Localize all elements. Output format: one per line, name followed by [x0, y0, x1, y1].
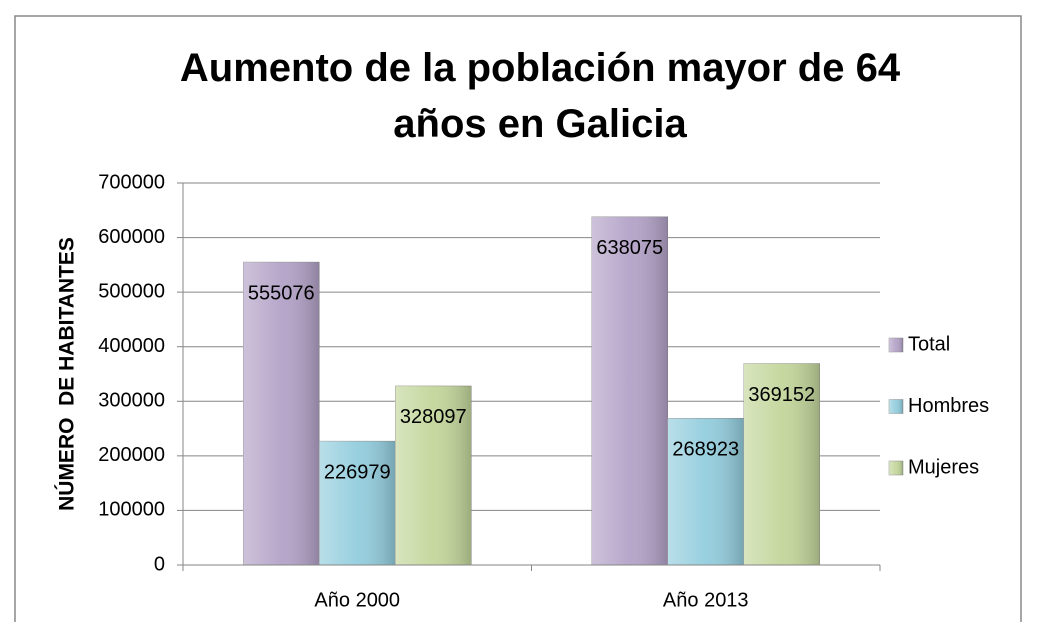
- y-tick-label: 400000: [98, 335, 165, 357]
- y-tick-label: 600000: [98, 226, 165, 248]
- y-tick-label: 500000: [98, 280, 165, 302]
- y-tick-label: 0: [154, 553, 165, 575]
- bar-shade: [743, 363, 820, 565]
- legend-label: Total: [908, 333, 950, 355]
- chart-title: Aumento de la población mayor de 64 años…: [179, 46, 901, 146]
- bar-shade: [395, 385, 472, 565]
- data-label: 369152: [748, 384, 815, 406]
- legend-marker-shade: [889, 399, 903, 414]
- bar-shade: [591, 216, 668, 566]
- bar-shade: [243, 262, 320, 565]
- legend-label: Hombres: [908, 395, 989, 417]
- bar-shade: [319, 441, 396, 565]
- data-label: 555076: [248, 282, 315, 304]
- data-label: 638075: [596, 237, 663, 259]
- y-tick-label: 700000: [98, 171, 165, 193]
- bar-shade: [667, 418, 744, 565]
- chart-frame: [14, 15, 1022, 622]
- legend-label: Mujeres: [908, 456, 979, 478]
- x-tick-label: Año 2013: [663, 589, 749, 611]
- data-label: 226979: [324, 461, 391, 483]
- x-tick-label: Año 2000: [314, 589, 400, 611]
- y-tick-label: 200000: [98, 444, 165, 466]
- y-tick-label: 300000: [98, 390, 165, 412]
- legend-marker-shade: [889, 338, 903, 352]
- data-label: 328097: [400, 406, 467, 428]
- y-tick-label: 100000: [98, 499, 165, 521]
- legend-marker-shade: [889, 461, 903, 475]
- y-axis-label: NÚMERO DE HABITANTES: [55, 237, 79, 511]
- data-label: 268923: [672, 439, 739, 461]
